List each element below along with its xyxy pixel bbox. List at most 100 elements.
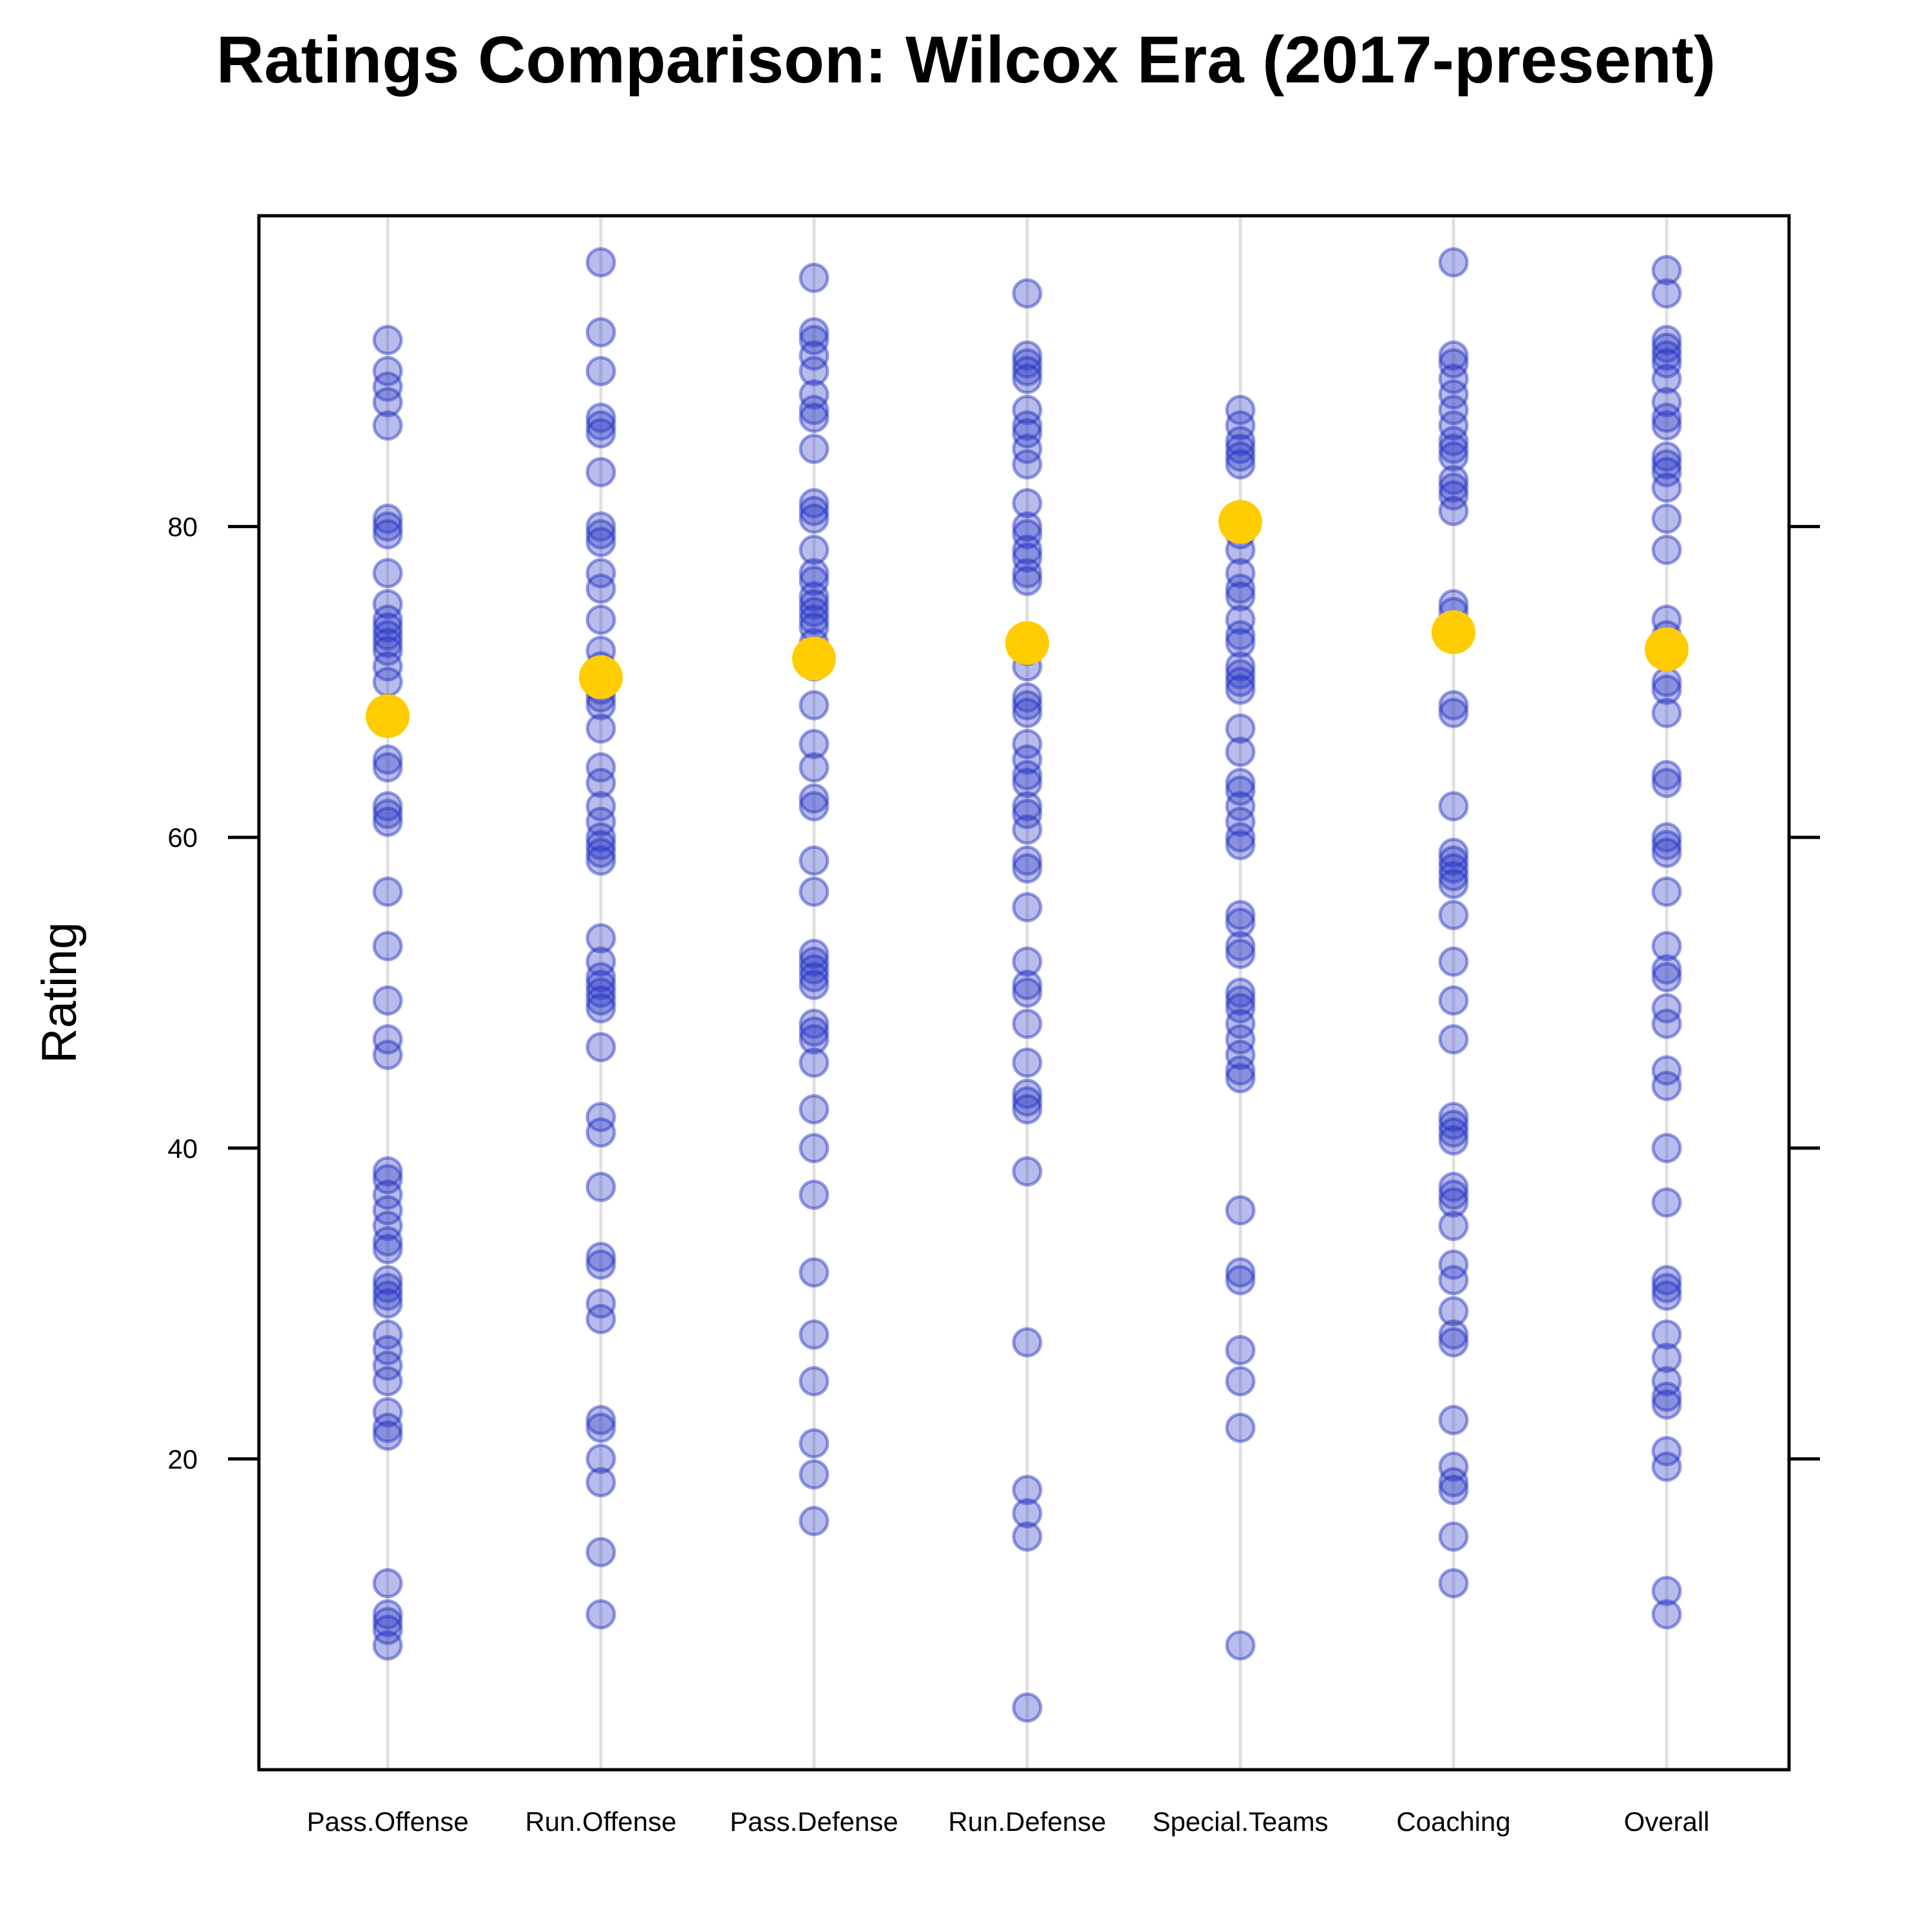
- data-point: [799, 395, 829, 426]
- data-point: [1012, 1156, 1043, 1187]
- data-point: [1225, 604, 1256, 635]
- mean-marker: [366, 694, 410, 738]
- data-point: [372, 1397, 403, 1428]
- data-point: [1651, 697, 1682, 728]
- data-point: [1012, 418, 1043, 449]
- data-point: [1651, 931, 1682, 961]
- data-point: [1225, 775, 1256, 806]
- chart-title: Ratings Comparison: Wilcox Era (2017-pre…: [216, 23, 1716, 97]
- data-point: [1225, 1039, 1256, 1070]
- data-point: [1225, 558, 1256, 589]
- data-point: [1012, 978, 1043, 1008]
- data-point: [799, 488, 829, 518]
- data-point: [1651, 829, 1682, 860]
- data-point: [1225, 985, 1256, 1016]
- data-point: [1012, 1086, 1043, 1117]
- data-point: [1012, 892, 1043, 923]
- data-point: [1225, 993, 1256, 1024]
- data-point: [1438, 1210, 1469, 1241]
- data-point: [1651, 449, 1682, 480]
- data-point: [799, 946, 829, 977]
- x-category-label: Overall: [1624, 1806, 1709, 1837]
- data-point: [372, 1179, 403, 1210]
- data-point: [1651, 954, 1682, 985]
- data-point: [1012, 1692, 1043, 1723]
- data-point: [585, 806, 616, 837]
- data-point: [1651, 1009, 1682, 1039]
- data-point: [372, 410, 403, 441]
- data-point: [1651, 768, 1682, 799]
- data-point: [372, 1280, 403, 1311]
- data-point: [1651, 325, 1682, 355]
- data-point: [372, 799, 403, 829]
- data-point: [1225, 426, 1256, 457]
- data-point: [1651, 363, 1682, 394]
- data-point: [585, 1303, 616, 1334]
- data-point: [799, 1459, 829, 1490]
- data-point: [1651, 876, 1682, 907]
- data-point: [1438, 853, 1469, 884]
- data-point: [1651, 1055, 1682, 1086]
- data-point: [799, 969, 829, 1000]
- data-point: [585, 713, 616, 744]
- data-point: [1225, 938, 1256, 969]
- data-point: [1225, 395, 1256, 426]
- data-point: [799, 1366, 829, 1397]
- data-point: [1225, 1055, 1256, 1086]
- data-point: [1651, 674, 1682, 705]
- data-point: [799, 589, 829, 620]
- data-point: [585, 1599, 616, 1630]
- data-point: [585, 1288, 616, 1319]
- data-point: [1225, 931, 1256, 961]
- data-point: [372, 519, 403, 550]
- data-point: [1651, 278, 1682, 309]
- data-point: [1651, 457, 1682, 488]
- data-point: [799, 535, 829, 565]
- data-point: [372, 744, 403, 775]
- data-point: [1225, 1366, 1256, 1397]
- data-point: [1651, 1451, 1682, 1482]
- data-point: [1012, 760, 1043, 791]
- data-point: [1438, 363, 1469, 394]
- data-point: [1438, 379, 1469, 410]
- data-point: [799, 340, 829, 371]
- data-point: [585, 829, 616, 860]
- data-point: [1438, 340, 1469, 371]
- means-layer: [366, 500, 1689, 738]
- data-point: [1438, 869, 1469, 900]
- data-point: [372, 1334, 403, 1365]
- data-point: [1438, 1102, 1469, 1133]
- data-point: [585, 768, 616, 799]
- data-point: [585, 527, 616, 558]
- data-point: [585, 1467, 616, 1498]
- data-point: [1225, 449, 1256, 480]
- y-tick-label: 80: [167, 512, 198, 542]
- data-point: [1438, 690, 1469, 721]
- data-point: [1651, 1273, 1682, 1303]
- data-point: [1438, 410, 1469, 441]
- data-point: [585, 969, 616, 1000]
- data-point: [372, 325, 403, 355]
- data-point: [799, 728, 829, 759]
- data-point: [1438, 1117, 1469, 1148]
- data-point: [1438, 1110, 1469, 1141]
- data-point: [1225, 713, 1256, 744]
- data-point: [1012, 519, 1043, 550]
- data-point: [1012, 558, 1043, 589]
- data-point: [799, 938, 829, 969]
- data-point: [1012, 1078, 1043, 1109]
- data-point: [1225, 1195, 1256, 1226]
- data-point: [1225, 900, 1256, 931]
- data-point: [1651, 1366, 1682, 1397]
- data-point: [372, 504, 403, 535]
- data-point: [799, 1133, 829, 1164]
- grid-layer: [386, 216, 1669, 1770]
- data-point: [1225, 907, 1256, 938]
- data-point: [1225, 651, 1256, 682]
- data-point: [799, 325, 829, 355]
- data-point: [1438, 426, 1469, 457]
- data-point: [372, 1210, 403, 1241]
- data-point: [1225, 978, 1256, 1008]
- data-point: [585, 558, 616, 589]
- data-point: [1012, 744, 1043, 775]
